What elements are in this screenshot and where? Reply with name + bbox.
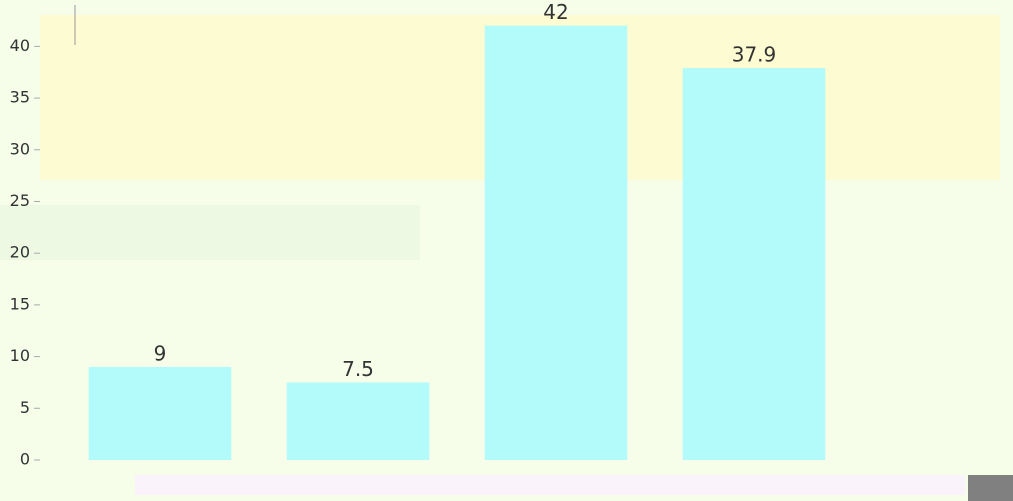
value-label: 7.5: [342, 357, 374, 381]
y-tick-label: 10: [10, 346, 30, 365]
y-tick-label: 20: [10, 243, 30, 262]
y-tick-label: 15: [10, 294, 30, 313]
footer-strip: [135, 475, 965, 495]
y-tick-label: 5: [20, 398, 30, 417]
y-tick-label: 40: [10, 36, 30, 55]
y-tick-label: 35: [10, 88, 30, 107]
panel-band: [0, 205, 420, 260]
y-tick-label: 30: [10, 139, 30, 158]
y-tick-label: 0: [20, 450, 30, 469]
value-label: 42: [543, 0, 568, 24]
value-label: 9: [154, 341, 167, 365]
bar: [286, 382, 430, 460]
value-label: 37.9: [732, 43, 777, 67]
bar: [682, 68, 826, 461]
y-tick-label: 25: [10, 191, 30, 210]
bar: [88, 366, 232, 460]
corner-box: [968, 475, 1013, 501]
bar: [484, 25, 628, 460]
